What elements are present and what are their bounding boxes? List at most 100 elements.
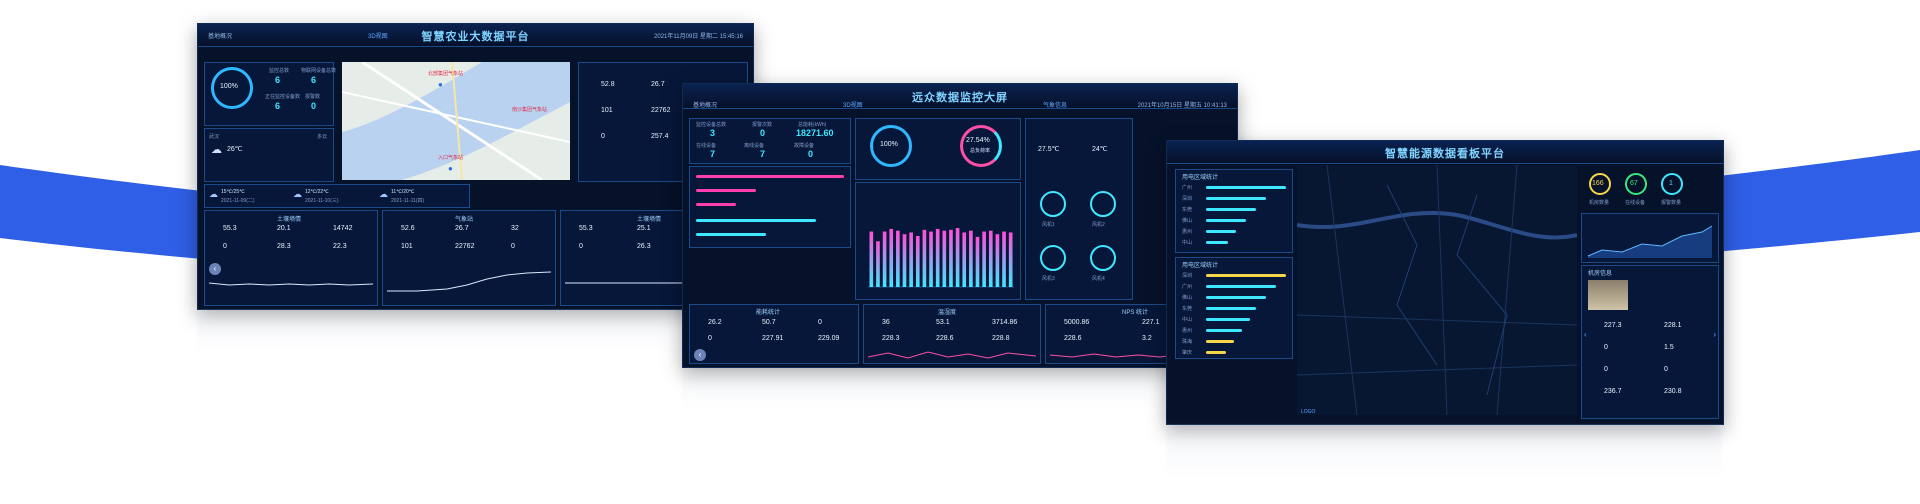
side-value: 101 <box>601 107 613 114</box>
page-title: 智慧农业大数据平台 <box>421 31 530 43</box>
sensor-value: 52.6 <box>401 225 415 232</box>
map-label: 入口气象站 <box>438 155 464 161</box>
sensor-value: 28.3 <box>277 243 291 250</box>
fan-value: 24℃ <box>1092 146 1108 153</box>
sensor-value: 26.3 <box>637 243 651 250</box>
list-item[interactable]: 东莞 <box>1182 207 1193 213</box>
weather-icon: ☁ <box>379 189 388 199</box>
chart-bar <box>942 230 947 287</box>
weather-icon: ☁ <box>293 189 302 199</box>
sensor-value: 0 <box>579 243 583 250</box>
area-chart <box>1587 225 1713 258</box>
stat-value: 18271.60 <box>796 128 834 138</box>
list-item[interactable]: 深圳 <box>1182 196 1193 202</box>
list-item[interactable]: 广州 <box>1182 185 1193 191</box>
ring-label: 100% <box>880 141 898 148</box>
sensor-value: 55.3 <box>223 225 237 232</box>
stat-label: 离线设备 <box>744 143 765 149</box>
map-label: 南沙集团气象站 <box>512 107 548 113</box>
progress-label: 100% <box>220 83 238 90</box>
stat-label: 监控总数 <box>269 68 290 74</box>
list-item[interactable]: 东莞 <box>1182 306 1193 312</box>
ring-chart <box>870 125 912 167</box>
list-item[interactable]: 深圳 <box>1182 273 1193 279</box>
tab-base-overview[interactable]: 基地概况 <box>208 34 233 40</box>
dashboard-agriculture: 基地概况 3D视图 智慧农业大数据平台 2021年11月09日 星期二 15:4… <box>197 23 754 310</box>
ring-chart <box>960 125 1002 167</box>
sensor-value: 20.1 <box>277 225 291 232</box>
sensor-panel: 土壤墒情 55.3 20.1 14742 0 28.3 22.3 ‹ <box>204 210 378 306</box>
ring-sublabel: 总负荷率 <box>970 148 991 154</box>
back-arrow-icon[interactable]: ‹ <box>694 349 706 361</box>
header-bar: 基地概况 3D视图 远众数据监控大屏 气象信息 2021年10月15日 星期五 … <box>683 84 1237 109</box>
stat-label: 物联网设备总数 <box>301 68 337 74</box>
fan-icon[interactable] <box>1090 245 1116 271</box>
info-value: 0 <box>1604 366 1608 373</box>
stat-label: 正在监控设备数 <box>265 94 301 100</box>
fan-value: 27.5℃ <box>1038 146 1060 153</box>
panel-title: 土壤墒情 <box>637 217 662 223</box>
chart-bar <box>876 241 880 287</box>
chart-bar <box>949 229 953 287</box>
room-photo <box>1588 280 1628 310</box>
city-map[interactable] <box>1297 165 1577 415</box>
stat-label: 监控设备总数 <box>696 122 727 128</box>
stat-value: 0 <box>311 101 317 111</box>
energy-panel: 能耗统计 26.2 50.7 0 0 227.91 229.09 ‹ <box>689 304 859 364</box>
sensor-value: 22.3 <box>333 243 347 250</box>
temp-value: 36 <box>882 319 890 326</box>
fan-icon[interactable] <box>1090 191 1116 217</box>
list-item[interactable]: 中山 <box>1182 240 1193 246</box>
fan-label: 风机1 <box>1042 222 1055 228</box>
list-bar <box>1206 340 1234 343</box>
info-value: 230.8 <box>1664 388 1682 395</box>
list-item[interactable]: 肇庆 <box>1182 350 1193 356</box>
map-pin-icon[interactable]: ● <box>438 80 443 89</box>
progress-bar <box>696 175 844 178</box>
stat-label: 故障设备 <box>794 143 815 149</box>
list-item[interactable]: 惠州 <box>1182 229 1193 235</box>
sensor-value: 0 <box>511 243 515 250</box>
list-bar <box>1206 351 1226 354</box>
sensor-value: 55.3 <box>579 225 593 232</box>
sensor-value: 14742 <box>333 225 353 232</box>
info-value: 0 <box>1604 344 1608 351</box>
info-value: 228.1 <box>1664 322 1682 329</box>
list-item[interactable]: 佛山 <box>1182 295 1193 301</box>
tab-base-overview[interactable]: 基地概况 <box>693 103 718 109</box>
fan-icon[interactable] <box>1040 191 1066 217</box>
map-view[interactable]: 北部集团气象站 ● 南沙集团气象站 入口气象站 ● <box>342 62 570 180</box>
map-pin-icon[interactable]: ● <box>448 164 453 173</box>
stat-circle-value: 1 <box>1669 180 1673 187</box>
tab-3d-view[interactable]: 3D视图 <box>368 34 388 40</box>
chart-bar <box>969 230 973 287</box>
list-item[interactable]: 佛山 <box>1182 218 1193 224</box>
fan-icon[interactable] <box>1040 245 1066 271</box>
stat-circle-value: 166 <box>1592 180 1604 187</box>
list-item[interactable]: 中山 <box>1182 317 1193 323</box>
stat-circle-label: 报警数量 <box>1661 200 1682 206</box>
sensor-value: 101 <box>401 243 413 250</box>
sensor-panel: 气象站 52.6 26.7 32 101 22762 0 <box>382 210 556 306</box>
list-bar <box>1206 296 1266 299</box>
list-item[interactable]: 惠州 <box>1182 328 1193 334</box>
list-item[interactable]: 广州 <box>1182 284 1193 290</box>
trend-line <box>209 282 373 286</box>
tab-weather[interactable]: 气象信息 <box>1043 103 1068 109</box>
sensor-value: 32 <box>511 225 519 232</box>
panel-title: 用电区域统计 <box>1182 175 1219 181</box>
back-arrow-icon[interactable]: ‹ <box>209 263 221 275</box>
list-bar <box>1206 186 1286 189</box>
tab-3d-view[interactable]: 3D视图 <box>843 103 863 109</box>
footer-logo: LOGO <box>1301 409 1316 415</box>
forecast-temp: 11℃/20℃ <box>391 189 415 195</box>
next-arrow-icon[interactable]: › <box>1713 330 1716 339</box>
prev-arrow-icon[interactable]: ‹ <box>1584 330 1587 339</box>
chart-bar <box>869 231 874 287</box>
list-item[interactable]: 珠海 <box>1182 339 1193 345</box>
forecast-temp: 12℃/22℃ <box>305 189 329 195</box>
temp-value: 228.6 <box>936 335 954 342</box>
chart-bar <box>988 230 993 287</box>
stat-circle-value: 67 <box>1630 180 1638 187</box>
